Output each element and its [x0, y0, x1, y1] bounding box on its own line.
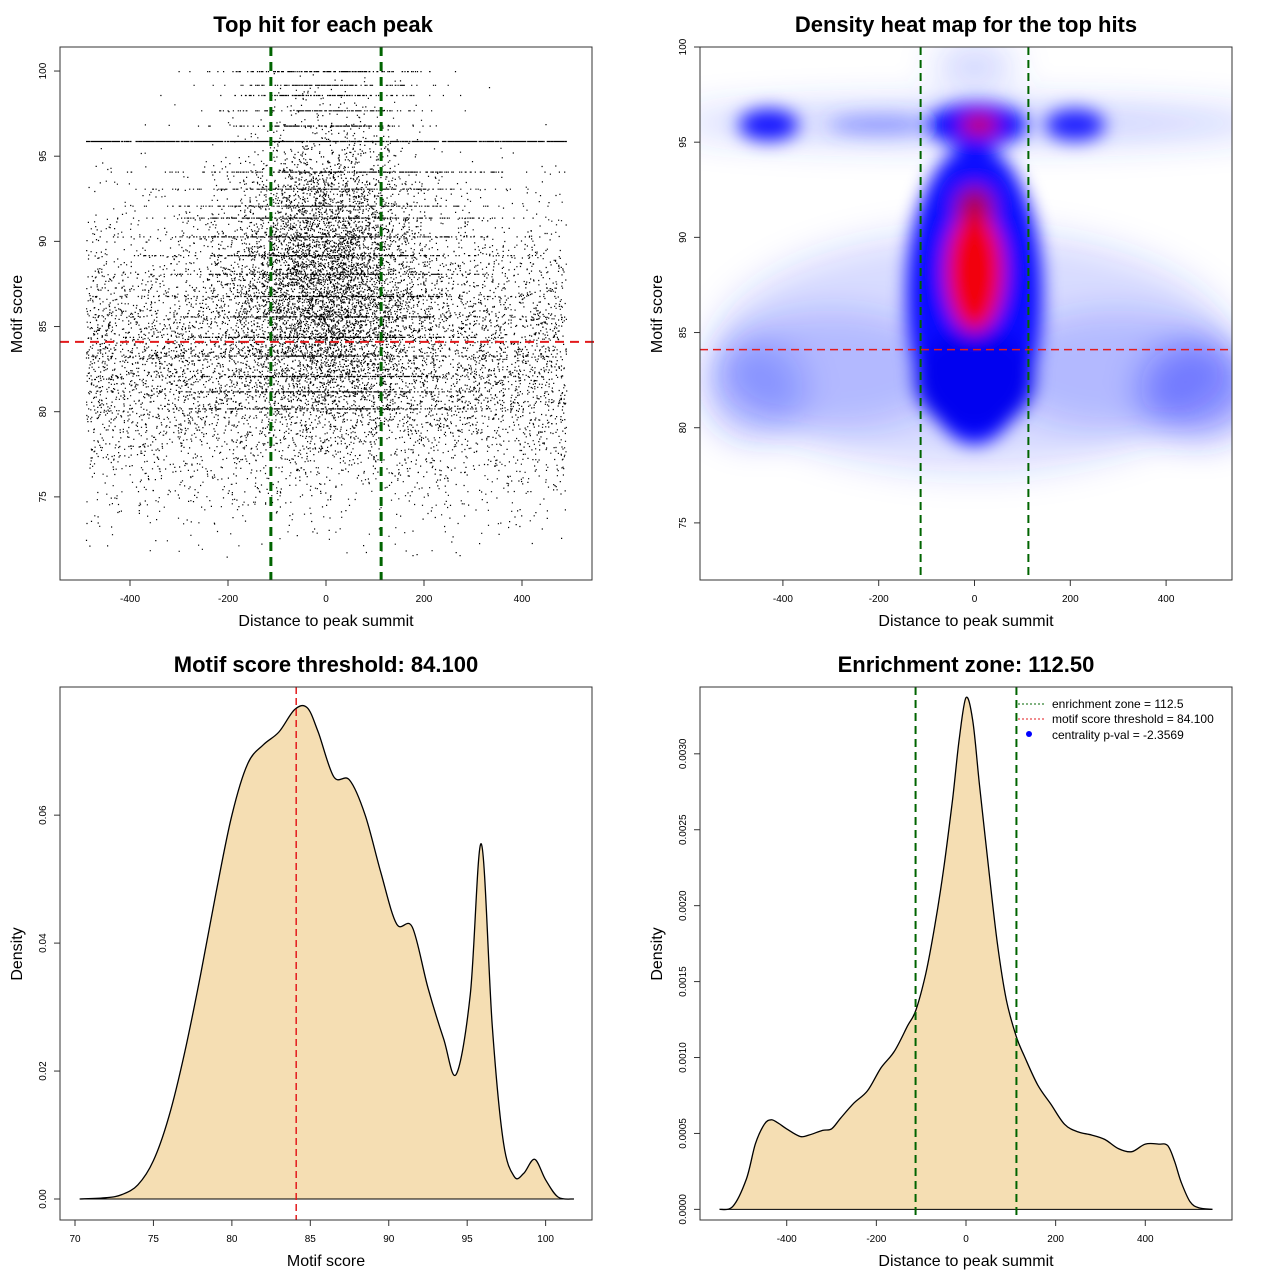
scatter-y-tick-label: 90	[38, 235, 49, 247]
distance-density-panel: Enrichment zone: 112.50 -400 -200 0 200 400 …	[649, 652, 1233, 1270]
heatmap-panel: Density heat map for the top hits -400 -2…	[649, 12, 1233, 630]
score-density-x-tick-label: 95	[462, 1234, 474, 1245]
heatmap-x-tick-label: -400	[773, 594, 793, 605]
score-density-y-tick-label: 0.04	[38, 933, 49, 953]
distance-density-y-tick-label: 0.0015	[678, 966, 689, 997]
heatmap-hotspot	[956, 186, 993, 231]
heatmap-y-tick-label: 75	[678, 517, 689, 529]
heatmap-y-tick-label: 90	[678, 231, 689, 243]
score-density-y-tick-label: 0.02	[38, 1061, 49, 1081]
legend-threshold-label: motif score threshold = 84.100	[1052, 712, 1214, 726]
heatmap-density-blob	[1045, 109, 1106, 142]
distance-density-line	[719, 696, 1213, 1211]
heatmap-plot-frame	[699, 46, 1233, 581]
scatter-x-tick-label: -400	[120, 594, 140, 605]
heatmap-y-tick-label: 85	[678, 327, 689, 339]
heatmap-y-tick-label: 95	[678, 136, 689, 148]
scatter-x-tick-label: -200	[218, 594, 238, 605]
score-density-title: Motif score threshold: 84.100	[174, 652, 478, 677]
heatmap-overlays	[700, 47, 1232, 580]
score-density-curve	[79, 704, 574, 1200]
heatmap-x-tick-label: 200	[1062, 594, 1079, 605]
score-density-fill	[79, 705, 574, 1200]
score-density-y-label: Density	[9, 927, 26, 980]
score-density-line	[79, 704, 574, 1200]
heatmap-density-blob	[704, 339, 805, 440]
score-density-x-tick-label: 90	[383, 1234, 395, 1245]
heatmap-density	[700, 48, 1232, 472]
score-density-y-tick-label: 0.06	[38, 805, 49, 825]
heatmap-density-blob	[934, 48, 1015, 85]
heatmap-core-layer	[738, 103, 1106, 445]
distance-density-y-tick-label: 0.0025	[678, 814, 689, 845]
heatmap-x-tick-label: -200	[869, 594, 889, 605]
heatmap-y-axis: 75 80 85 90 95 100	[678, 38, 700, 528]
distance-density-y-tick-label: 0.0030	[678, 738, 689, 769]
score-density-x-axis: 70 75 80 85 90 95 100	[69, 1220, 554, 1245]
heatmap-x-tick-label: 400	[1158, 594, 1175, 605]
heatmap-density-blob	[914, 330, 1035, 431]
scatter-y-tick-label: 75	[38, 491, 49, 503]
score-density-x-tick-label: 80	[226, 1234, 238, 1245]
score-density-y-tick-label: 0.00	[38, 1189, 49, 1209]
heatmap-density-blob	[738, 109, 799, 142]
distance-density-x-tick-label: 0	[963, 1234, 969, 1245]
heatmap-x-tick-label: 0	[972, 594, 978, 605]
legend-pval-marker	[1026, 731, 1032, 737]
score-density-y-axis: 0.00 0.02 0.04 0.06	[38, 805, 60, 1209]
distance-density-x-tick-label: 400	[1137, 1234, 1154, 1245]
heatmap-y-tick-label: 100	[678, 38, 689, 55]
scatter-points	[85, 71, 568, 558]
scatter-title: Top hit for each peak	[213, 12, 433, 37]
scatter-y-tick-label: 80	[38, 406, 49, 418]
heatmap-density-blob	[828, 115, 929, 136]
distance-density-y-label: Density	[649, 927, 666, 980]
heatmap-x-axis: -400 -200 0 200 400	[773, 580, 1175, 605]
distance-density-title: Enrichment zone: 112.50	[838, 652, 1095, 677]
distance-density-y-tick-label: 0.0000	[678, 1194, 689, 1225]
scatter-y-tick-label: 100	[38, 62, 49, 79]
scatter-point-cloud	[85, 71, 568, 558]
legend-zone-label: enrichment zone = 112.5	[1052, 697, 1184, 711]
distance-density-y-tick-label: 0.0010	[678, 1042, 689, 1073]
scatter-y-axis: 75 80 85 90 95 100	[38, 62, 60, 502]
score-density-x-tick-label: 85	[305, 1234, 317, 1245]
heatmap-x-label: Distance to peak summit	[878, 613, 1054, 630]
distance-density-x-axis: -400 -200 0 200 400	[777, 1220, 1154, 1245]
distance-density-x-tick-label: 200	[1047, 1234, 1064, 1245]
distance-density-y-axis: 0.0000 0.0005 0.0010 0.0015 0.0020 0.0025 0.00…	[678, 738, 700, 1225]
scatter-x-tick-label: 200	[416, 594, 433, 605]
heatmap-title: Density heat map for the top hits	[795, 12, 1137, 37]
distance-density-x-tick-label: -200	[866, 1234, 886, 1245]
heatmap-y-tick-label: 80	[678, 422, 689, 434]
distance-density-y-tick-label: 0.0020	[678, 890, 689, 921]
score-density-panel: Motif score threshold: 84.100 70 75 80 85 90…	[9, 652, 593, 1270]
heatmap-y-label: Motif score	[649, 275, 666, 353]
score-density-x-tick-label: 75	[148, 1234, 160, 1245]
score-density-x-tick-label: 100	[537, 1234, 554, 1245]
distance-density-curve	[719, 696, 1213, 1211]
distance-density-fill	[719, 697, 1213, 1210]
scatter-y-tick-label: 85	[38, 321, 49, 333]
score-density-plot-frame	[59, 686, 593, 1221]
distance-density-x-label: Distance to peak summit	[878, 1253, 1054, 1270]
scatter-y-label: Motif score	[9, 275, 26, 353]
distance-density-overlays	[914, 687, 1018, 1220]
scatter-x-label: Distance to peak summit	[238, 613, 414, 630]
scatter-y-tick-label: 95	[38, 150, 49, 162]
distance-density-x-tick-label: -400	[777, 1234, 797, 1245]
legend-pval-label: centrality p-val = -2.3569	[1052, 728, 1184, 742]
heatmap-hotspot	[946, 211, 1003, 332]
scatter-x-axis: -400 -200 0 200 400	[120, 580, 531, 605]
scatter-x-tick-label: 0	[323, 594, 329, 605]
heatmap-hotspot	[961, 115, 998, 136]
distance-density-y-tick-label: 0.0005	[678, 1118, 689, 1149]
scatter-x-tick-label: 400	[514, 594, 531, 605]
legend: enrichment zone = 112.5 motif score thre…	[1018, 697, 1214, 742]
heatmap-density-blob	[1139, 339, 1232, 440]
score-density-x-tick-label: 70	[69, 1234, 81, 1245]
score-density-x-label: Motif score	[287, 1253, 365, 1270]
scatter-panel: Top hit for each peak -400 -200 0 200 400 75…	[9, 12, 594, 630]
